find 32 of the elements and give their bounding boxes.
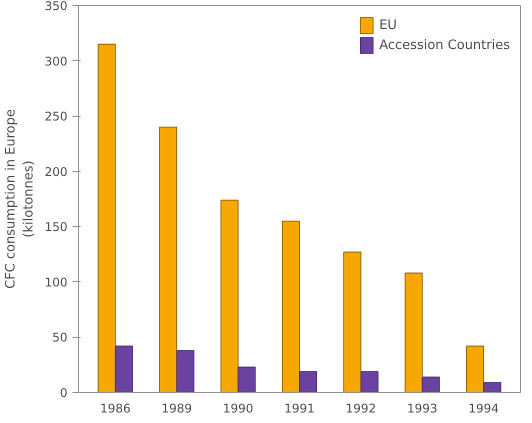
y-axis-title: CFC consumption in Europe (kilotonnes) <box>4 109 37 289</box>
bar <box>176 350 194 392</box>
y-tick-label: 150 <box>44 220 68 234</box>
bar <box>343 252 362 392</box>
x-tick-label: 1993 <box>407 402 438 416</box>
bar <box>360 371 378 392</box>
y-tick-label: 300 <box>44 54 68 68</box>
x-tick-label: 1994 <box>468 402 499 416</box>
bar <box>220 200 239 392</box>
bar <box>114 346 133 392</box>
legend-label: Accession Countries <box>379 38 510 52</box>
bar <box>404 272 423 392</box>
bar <box>98 44 116 392</box>
y-tick-label: 50 <box>52 330 68 345</box>
x-tick-label: 1990 <box>222 402 254 416</box>
x-tick-label: 1992 <box>346 402 376 416</box>
bar <box>299 371 318 392</box>
x-tick-label: 1991 <box>284 402 315 416</box>
bar <box>159 126 178 392</box>
y-tick-label: 0 <box>60 386 68 400</box>
y-tick-label: 200 <box>44 164 68 179</box>
legend-label: EU <box>379 18 398 32</box>
y-tick-label: 100 <box>44 275 68 290</box>
bar <box>238 366 256 392</box>
x-tick-label: 1986 <box>100 402 131 416</box>
bar <box>282 220 300 392</box>
x-tick-label: 1989 <box>161 402 192 416</box>
y-tick-label: 250 <box>44 110 68 124</box>
y-tick-label: 350 <box>44 0 68 13</box>
bar <box>483 382 502 392</box>
bar <box>466 346 484 392</box>
bar <box>422 376 440 392</box>
